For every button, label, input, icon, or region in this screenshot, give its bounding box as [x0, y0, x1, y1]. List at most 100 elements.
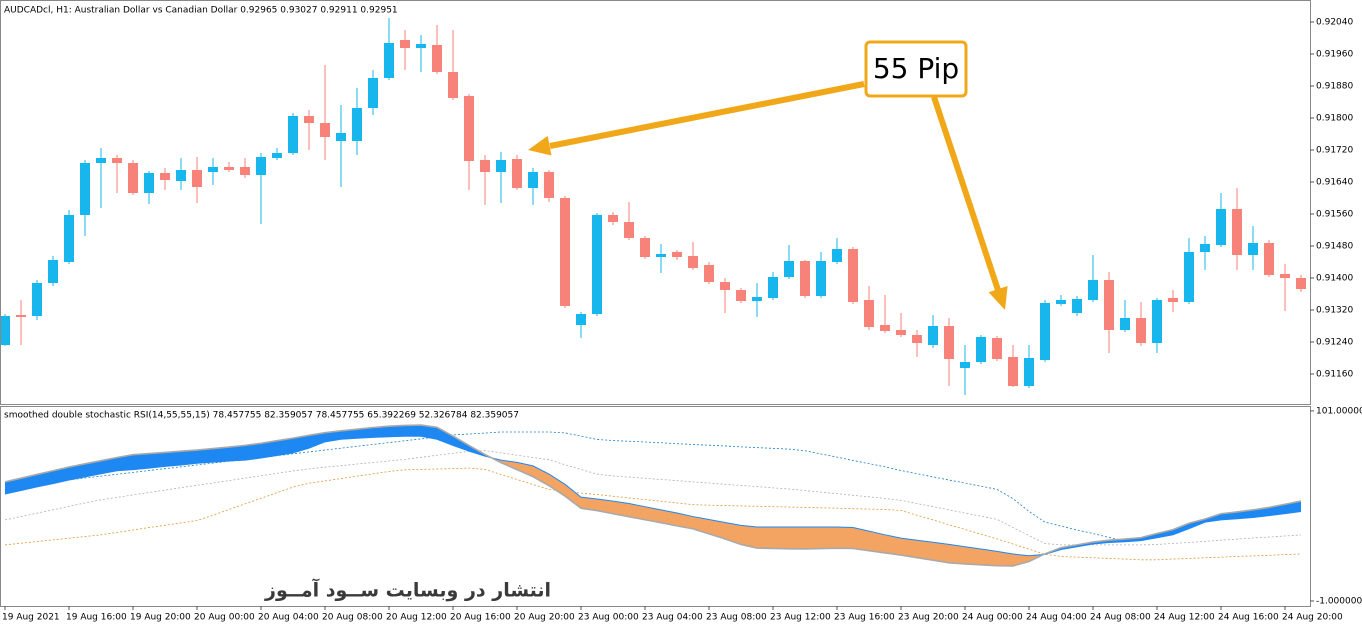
candle-body — [544, 172, 554, 198]
band-fill — [533, 465, 549, 486]
x-tick-label: 20 Aug 08:00 — [322, 613, 383, 623]
candle-body — [880, 325, 890, 331]
candle-body — [240, 167, 250, 175]
candle-body — [80, 163, 90, 215]
candle-body — [336, 133, 346, 141]
candle-body — [1088, 280, 1098, 300]
y-tick-label: -1.000000 — [1316, 596, 1362, 606]
band-fill — [917, 540, 933, 561]
band-fill — [757, 526, 773, 549]
band-fill — [741, 525, 757, 549]
candle-body — [672, 252, 682, 257]
x-tick-label: 24 Aug 04:00 — [1026, 613, 1087, 623]
band-fill — [997, 551, 1013, 566]
candle-body — [1120, 318, 1130, 330]
band-fill — [645, 506, 661, 523]
candle-body — [960, 362, 970, 368]
candle-body — [1216, 209, 1226, 245]
candle-body — [1184, 252, 1194, 302]
band-fill — [837, 526, 853, 549]
arrows — [528, 81, 1008, 310]
candle-body — [496, 160, 506, 172]
band-fill — [181, 450, 197, 465]
candle-body — [1152, 300, 1162, 343]
candle-body — [1232, 209, 1242, 255]
candle-body — [224, 167, 234, 170]
candle-body — [608, 215, 618, 222]
candle-body — [208, 167, 218, 172]
band-fill — [149, 452, 165, 469]
candle-body — [1264, 243, 1274, 275]
candle-body — [192, 170, 202, 187]
annotation: 55 Pip — [873, 52, 959, 85]
candle-body — [528, 172, 538, 188]
band-fill — [789, 526, 805, 549]
candle-body — [480, 160, 490, 172]
candle-body — [272, 153, 282, 158]
x-tick-label: 24 Aug 20:00 — [1282, 613, 1343, 623]
candle-body — [512, 159, 522, 188]
main-plot — [1, 18, 1306, 395]
arrow-head — [988, 286, 1008, 310]
band-fill — [437, 427, 453, 446]
candle-body — [704, 265, 714, 282]
candle-body — [432, 45, 442, 72]
main-panel — [0, 0, 1311, 405]
band-fill — [277, 438, 293, 456]
x-tick-label: 23 Aug 00:00 — [578, 613, 639, 623]
band-fill — [933, 542, 949, 563]
x-tick-label: 20 Aug 16:00 — [450, 613, 511, 623]
candle-body — [1, 316, 10, 345]
candle-body — [400, 40, 410, 48]
arrow — [549, 81, 865, 149]
band-fill — [613, 501, 629, 517]
band-fill — [117, 454, 133, 471]
candle-body — [736, 290, 746, 301]
candle-body — [784, 261, 794, 277]
candle-body — [384, 43, 394, 78]
band-fill — [565, 484, 581, 509]
candle-body — [864, 300, 874, 327]
band-fill — [405, 425, 421, 437]
band-fill — [1173, 523, 1189, 535]
band-fill — [37, 470, 53, 487]
candle-body — [1056, 300, 1066, 304]
chart-title: AUDCADcl, H1: Australian Dollar vs Canad… — [4, 6, 398, 16]
y-tick-label: 0.91160 — [1316, 370, 1353, 380]
candle-body — [1072, 299, 1082, 313]
candle-body — [1296, 278, 1306, 289]
band-fill — [53, 466, 69, 484]
candle-body — [1200, 244, 1210, 252]
band-fill — [661, 509, 677, 526]
x-tick-label: 24 Aug 12:00 — [1154, 613, 1215, 623]
candle-body — [768, 277, 778, 298]
candle-body — [1168, 298, 1178, 302]
y-tick-label: 0.91240 — [1316, 338, 1353, 348]
band-fill — [389, 425, 405, 437]
candle-body — [832, 249, 842, 262]
candle-body — [112, 158, 122, 163]
y-tick-label: 0.92040 — [1316, 18, 1353, 28]
candle-body — [816, 261, 826, 296]
x-tick-label: 23 Aug 20:00 — [898, 613, 959, 623]
candle-body — [448, 72, 458, 98]
x-tick-label: 24 Aug 00:00 — [962, 613, 1023, 623]
candle-body — [624, 222, 634, 238]
level-line — [4, 467, 1302, 561]
band-fill — [581, 497, 597, 511]
band-fill — [517, 462, 533, 477]
y-tick-label: 0.91320 — [1316, 306, 1353, 316]
candle-body — [992, 338, 1002, 359]
x-tick-label: 19 Aug 2021 — [2, 613, 60, 623]
x-tick-label: 24 Aug 16:00 — [1218, 613, 1279, 623]
band-fill — [949, 544, 965, 564]
indicator-panel — [0, 406, 1311, 607]
band-fill — [885, 534, 901, 556]
candle-body — [64, 215, 74, 262]
band-fill — [773, 526, 789, 549]
candle-body — [800, 261, 810, 296]
x-tick-label: 19 Aug 16:00 — [66, 613, 127, 623]
candle-body — [32, 283, 42, 316]
band-fill — [261, 440, 277, 459]
candle-body — [176, 170, 186, 181]
